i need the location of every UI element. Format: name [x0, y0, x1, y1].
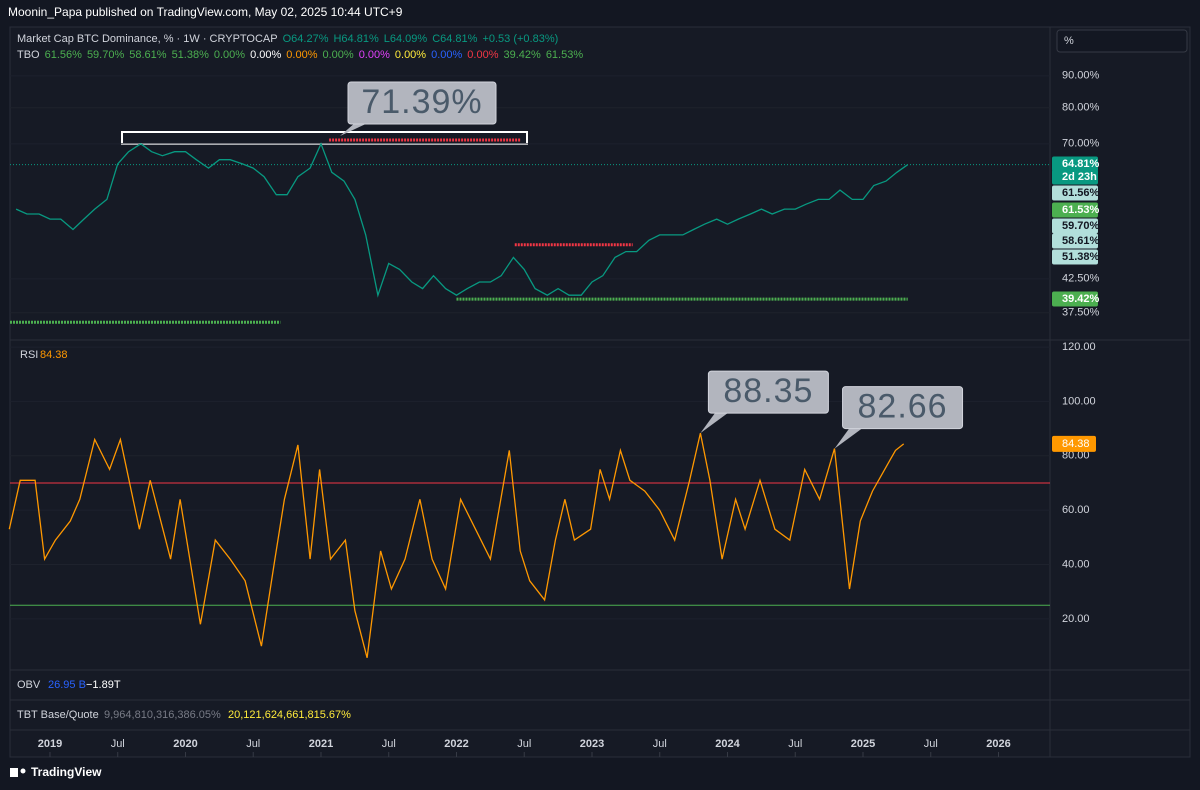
footer-brand: TradingView: [31, 765, 102, 779]
legend-item: 0.00%: [322, 49, 354, 61]
x-tick-label: 2023: [580, 738, 604, 750]
price-badge: [1052, 233, 1098, 249]
y-tick-label: 80.00%: [1062, 102, 1100, 114]
callout-text: 88.35: [723, 372, 813, 410]
y-tick-label: 37.50%: [1062, 307, 1100, 319]
x-tick-label: Jul: [246, 738, 260, 750]
legend-item: 61.56%: [44, 49, 82, 61]
obv-value: 26.95 B: [48, 679, 86, 691]
legend-item: 0.00%: [286, 49, 318, 61]
indicator-name: TBO: [17, 49, 40, 61]
callout-box: [842, 386, 964, 430]
tbt-name: TBT Base/Quote: [17, 709, 99, 721]
price-badge: [1052, 249, 1098, 265]
legend-item: 58.61%: [129, 49, 167, 61]
legend-item: Market Cap BTC Dominance, % · 1W · CRYPT…: [17, 33, 278, 45]
x-tick-label: Jul: [517, 738, 531, 750]
scale-box-label: %: [1064, 35, 1074, 47]
y-tick-label: 100.00: [1062, 395, 1096, 407]
legend-item: 51.38%: [171, 49, 209, 61]
legend-item: 59.70%: [86, 49, 125, 61]
y-tick-label: 70.00%: [1062, 138, 1100, 150]
y-tick-label: 120.00: [1062, 341, 1096, 353]
price-badge: [1052, 202, 1098, 218]
series-line: [15, 142, 909, 298]
y-tick-label: 90.00%: [1062, 70, 1100, 82]
y-tick-label: 42.50%: [1062, 273, 1100, 285]
logo-icon: [10, 768, 18, 777]
price-badge-label: 2d 23h: [1062, 171, 1097, 183]
y-tick-label: 20.00: [1062, 613, 1090, 625]
indicator-legend: TBO 61.56% 59.70% 58.61% 51.38% 0.00% 0.00% 0.0…: [17, 49, 583, 61]
x-tick-label: Jul: [111, 738, 125, 750]
legend-item: 61.53%: [545, 49, 584, 61]
x-tick-label: 2019: [38, 738, 62, 750]
price-badge-label: 58.61%: [1062, 235, 1100, 247]
callout-text: 71.39%: [361, 83, 482, 121]
price-legend: Market Cap BTC Dominance, % · 1W · CRYPT…: [17, 33, 558, 45]
obv-name: OBV: [17, 679, 41, 691]
x-tick-label: Jul: [924, 738, 938, 750]
x-tick-label: 2025: [851, 738, 875, 750]
callout-pointer: [340, 122, 370, 136]
price-badge: [1052, 169, 1098, 185]
price-badge-label: 61.53%: [1062, 204, 1100, 216]
price-badge: [1052, 156, 1098, 172]
rsi-value: 84.38: [40, 349, 68, 361]
x-tick-label: 2026: [986, 738, 1010, 750]
legend-item: +0.53 (+0.83%): [482, 33, 559, 45]
legend-item: 0.00%: [394, 49, 427, 61]
legend-item: 39.42%: [503, 49, 541, 61]
legend-item: C64.81%: [432, 33, 478, 45]
legend-item: O64.27%: [282, 33, 329, 45]
series-line: [8, 432, 905, 658]
last-value-badge: [1052, 435, 1096, 452]
y-tick-label: 80.00: [1062, 450, 1090, 462]
tbt-quote: 20,121,624,661,815.67%: [228, 709, 351, 721]
last-value-label: 84.38: [1062, 438, 1090, 450]
legend-item: 0.00%: [213, 49, 246, 61]
callout-text: 82.66: [858, 388, 948, 426]
y-tick-label: 40.00: [1062, 558, 1090, 570]
price-badge: [1052, 291, 1098, 307]
x-tick-label: 2022: [444, 738, 468, 750]
rsi-title: RSI: [20, 349, 38, 361]
price-badge-label: 64.81%: [1062, 158, 1100, 170]
x-tick-label: 2024: [715, 738, 740, 750]
callout-box: [347, 81, 497, 125]
x-tick-label: Jul: [788, 738, 802, 750]
x-tick-label: 2021: [309, 738, 333, 750]
callout-pointer: [834, 426, 865, 449]
callout-pointer: [700, 411, 731, 434]
legend-item: L64.09%: [383, 33, 428, 45]
price-badge: [1052, 218, 1098, 234]
price-badge-label: 39.42%: [1062, 293, 1100, 305]
legend-item: H64.81%: [333, 33, 379, 45]
price-badge-label: 61.56%: [1062, 187, 1100, 199]
x-tick-label: Jul: [653, 738, 667, 750]
legend-item: 0.00%: [358, 49, 390, 61]
logo-icon: [20, 768, 26, 774]
price-badge-label: 59.70%: [1062, 220, 1100, 232]
header: Moonin_Papa published on TradingView.com…: [8, 5, 403, 19]
chart-frame: [9, 26, 1191, 758]
price-badge: [1052, 185, 1098, 201]
x-tick-label: Jul: [382, 738, 396, 750]
y-tick-label: 60.00: [1062, 504, 1090, 516]
legend-item: 0.00%: [431, 49, 463, 61]
callout-box: [707, 370, 829, 414]
obv-change: −1.89T: [86, 679, 121, 691]
scale-box[interactable]: [1056, 29, 1188, 53]
price-badge-label: 51.38%: [1062, 251, 1100, 263]
tbt-base: 9,964,810,316,386.05%: [104, 709, 221, 721]
x-tick-label: 2020: [173, 738, 197, 750]
legend-item: 0.00%: [250, 49, 282, 61]
legend-item: 0.00%: [467, 49, 499, 61]
